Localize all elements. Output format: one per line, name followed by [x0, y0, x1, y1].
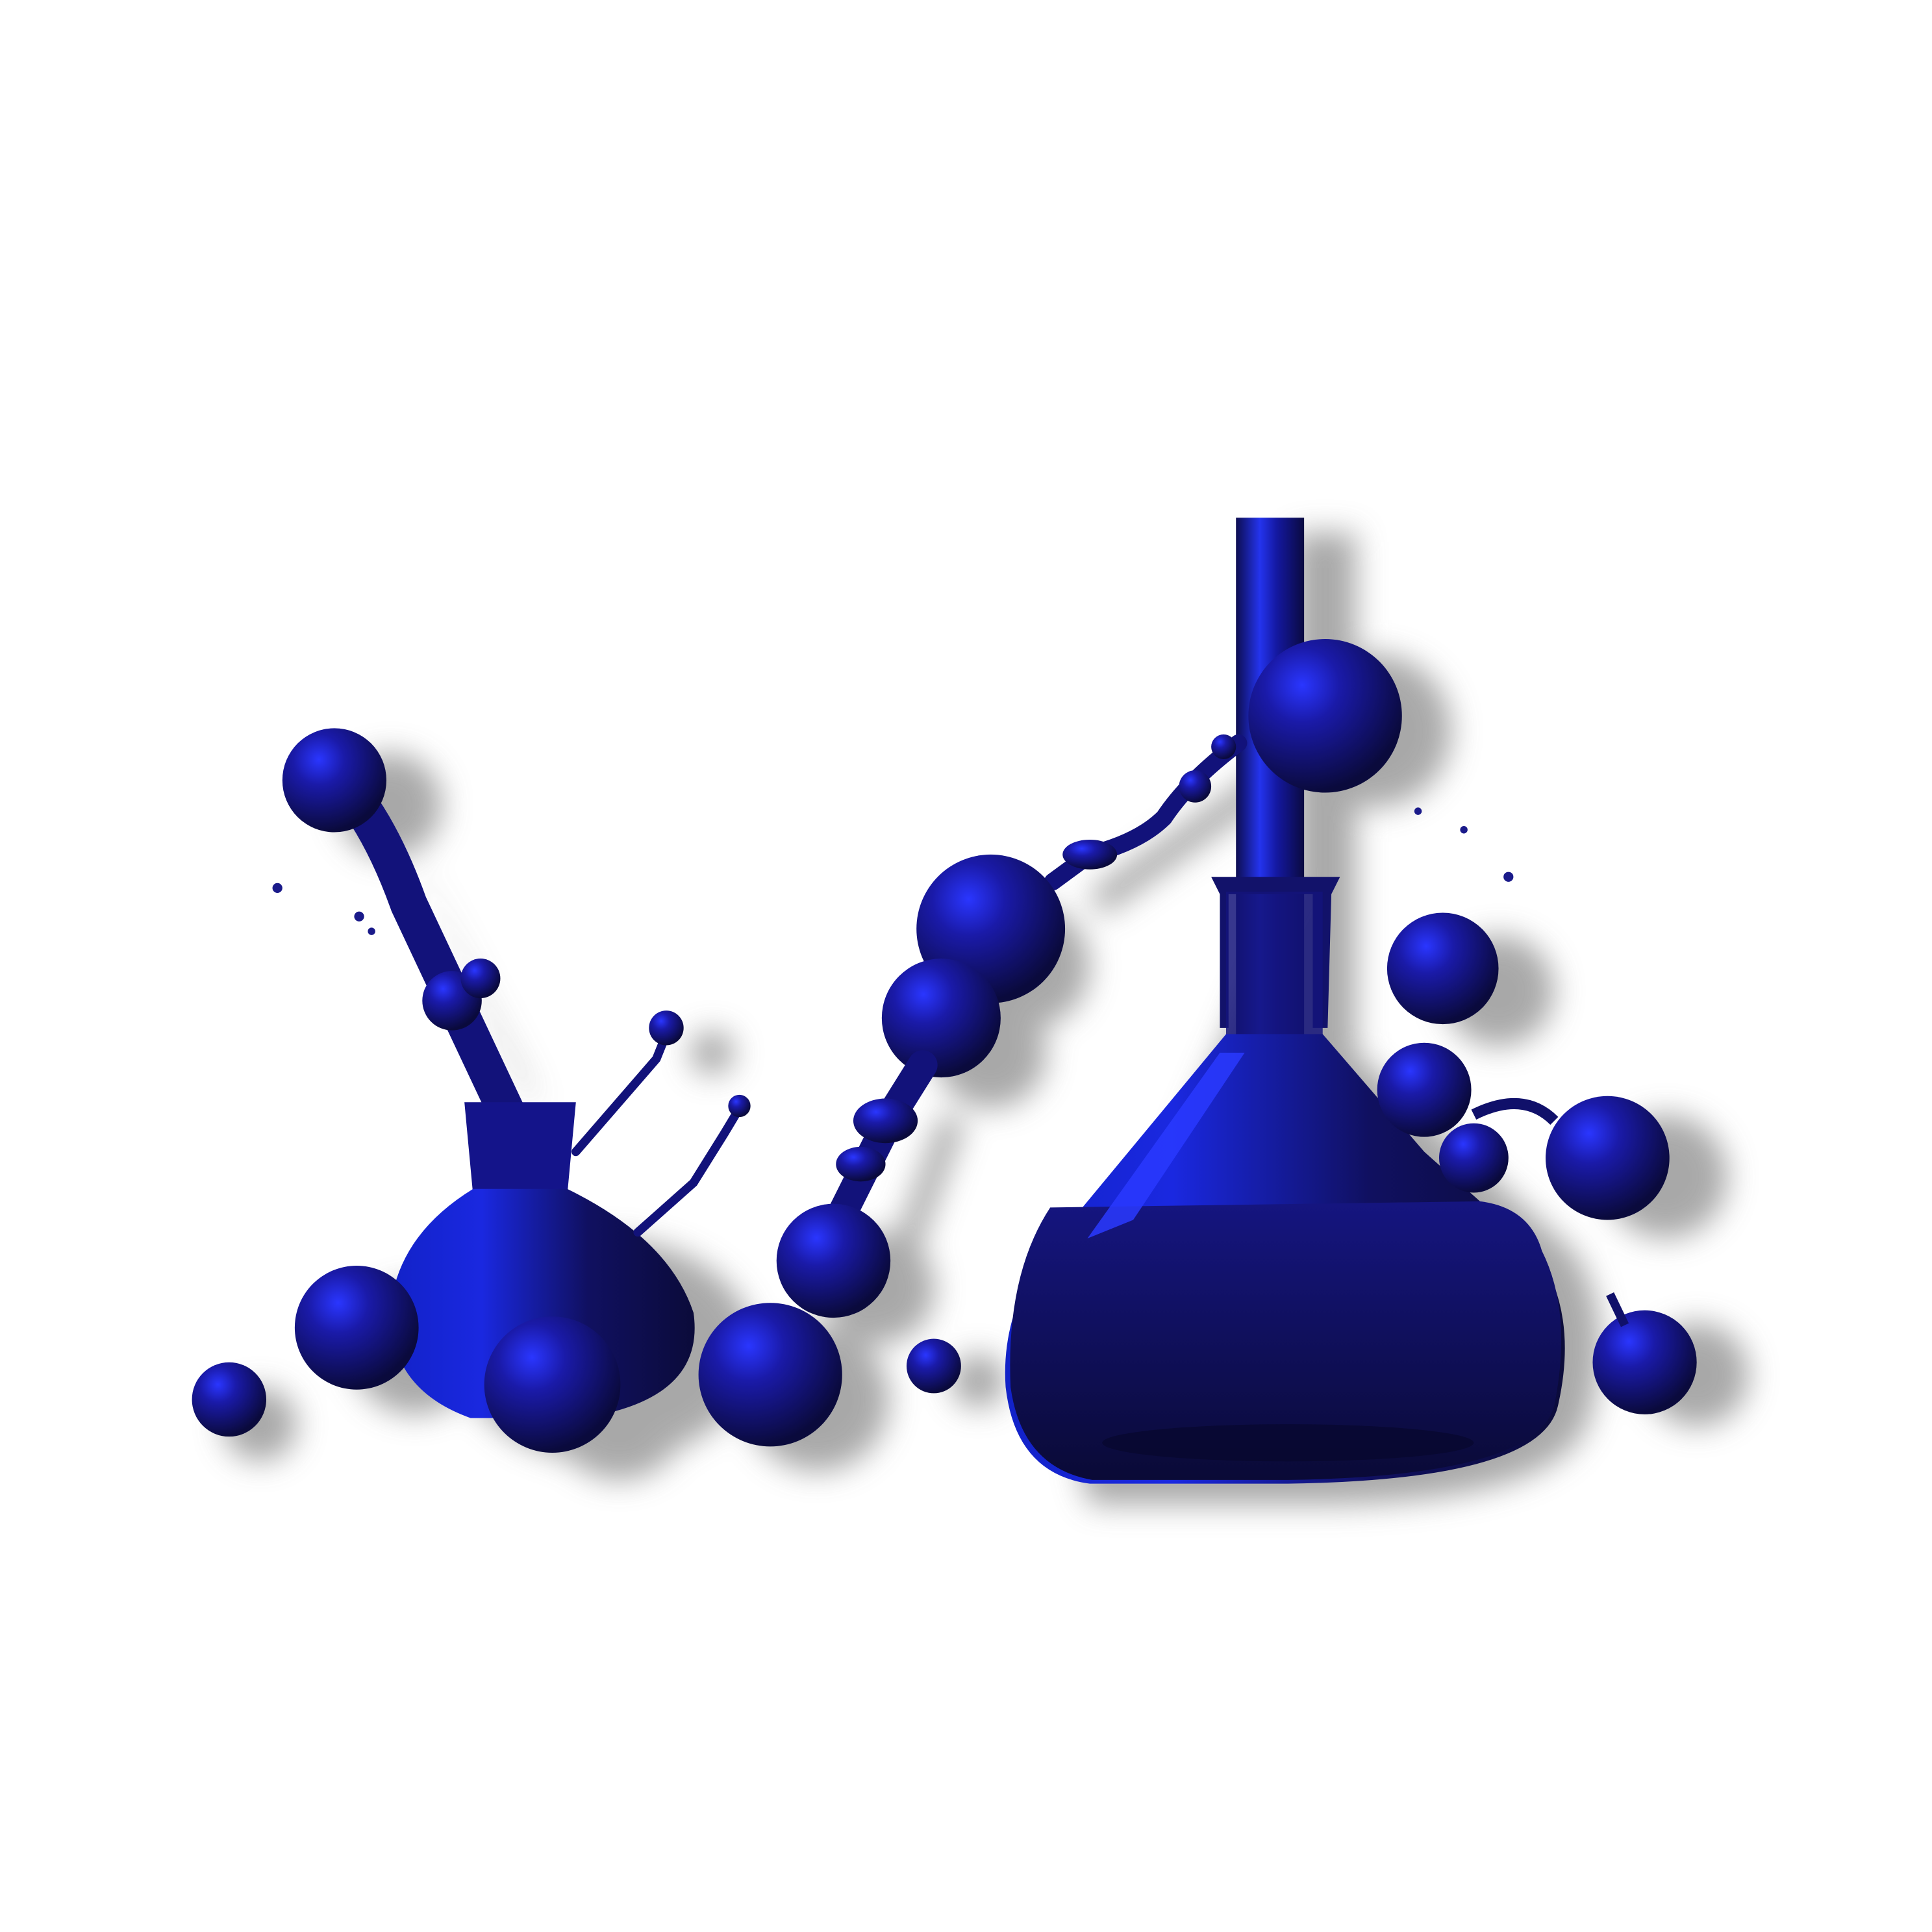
sphere — [881, 959, 1001, 1078]
flask-body — [390, 1188, 695, 1418]
sphere — [776, 1203, 891, 1318]
right-molecule-cluster — [1248, 639, 1697, 1414]
sphere — [1377, 1042, 1472, 1137]
sphere — [1592, 1310, 1697, 1414]
sphere — [484, 1316, 621, 1453]
sphere — [1546, 1096, 1670, 1220]
sphere — [698, 1303, 842, 1447]
flask-highlight — [1087, 1052, 1245, 1239]
sphere — [906, 1338, 961, 1394]
erlenmeyer-flask — [1005, 518, 1565, 1484]
molecule-chain — [698, 734, 1248, 1447]
sphere — [192, 1362, 267, 1437]
sphere — [282, 728, 386, 833]
flask-liquid — [1010, 1201, 1562, 1480]
sphere — [1386, 912, 1499, 1025]
sphere — [294, 1266, 419, 1390]
sphere — [1248, 639, 1402, 793]
chain-link — [821, 1050, 938, 1241]
round-bottom-flask — [192, 728, 751, 1453]
sphere — [1438, 1123, 1509, 1193]
flask-neck — [464, 1102, 576, 1196]
